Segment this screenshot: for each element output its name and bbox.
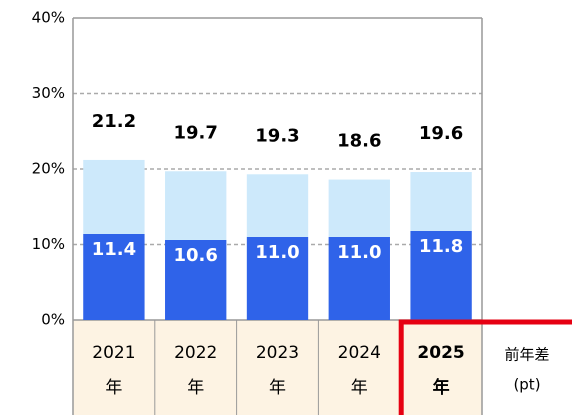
total-label: 18.6: [337, 131, 381, 152]
x-tick-label: 2021: [92, 343, 135, 363]
extra-column-label: 前年差: [504, 346, 549, 364]
table-band: [73, 320, 482, 415]
total-label: 19.3: [255, 125, 299, 146]
total-label: 21.2: [92, 111, 136, 132]
value-label: 10.6: [173, 245, 217, 266]
x-tick-label: 年: [269, 378, 286, 398]
y-tick-label: 30%: [32, 84, 65, 102]
y-tick-label: 10%: [32, 235, 65, 253]
bar-segment: [328, 236, 390, 320]
value-label: 11.4: [92, 239, 136, 260]
total-label: 19.7: [173, 122, 217, 143]
bar-segment: [246, 174, 309, 237]
bar-segment: [410, 172, 472, 231]
bar-segment: [410, 230, 472, 320]
y-tick-label: 40%: [32, 9, 65, 27]
y-tick-label: 20%: [32, 160, 65, 178]
y-tick-label: 0%: [41, 311, 65, 329]
x-tick-label: 年: [351, 378, 368, 398]
bar-segment: [83, 233, 145, 320]
value-label: 11.0: [337, 242, 381, 263]
total-label: 19.6: [419, 123, 463, 144]
bar-segment: [165, 239, 227, 320]
x-tick-label: 年: [105, 378, 122, 398]
value-label: 11.0: [255, 242, 299, 263]
extra-column-label: (pt): [513, 376, 540, 394]
highlight-box: [398, 319, 572, 415]
x-tick-label: 2024: [338, 343, 381, 363]
bar-segment: [328, 179, 390, 237]
x-tick-label: 年: [433, 377, 450, 398]
bar-segment: [83, 159, 145, 234]
x-tick-label: 2023: [256, 343, 299, 363]
x-tick-label: 2025: [417, 343, 464, 363]
x-tick-label: 2022: [174, 343, 217, 363]
bar-segment: [165, 171, 227, 240]
bar-segment: [246, 236, 309, 320]
x-tick-label: 年: [187, 378, 204, 398]
value-label: 11.8: [419, 236, 463, 257]
